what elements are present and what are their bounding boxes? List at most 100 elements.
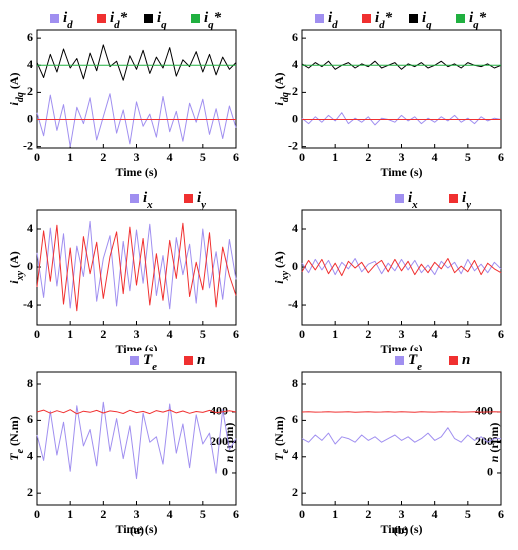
y-tick-label: 2 — [292, 485, 298, 499]
legend-label: iq — [422, 10, 432, 30]
signal-line — [301, 427, 501, 445]
x-tick-label: 3 — [134, 327, 140, 341]
y-tick-label: 0 — [27, 259, 33, 273]
x-tick-label: 3 — [399, 327, 405, 341]
legend-label: id — [63, 10, 73, 30]
legend-swatch — [449, 194, 458, 203]
legend-swatch — [191, 14, 200, 23]
legend-label: Te — [143, 352, 157, 372]
y-tick-label: 4 — [27, 221, 33, 235]
x-tick-label: 4 — [167, 507, 173, 521]
x-tick-label: 5 — [200, 150, 206, 164]
signal-line — [36, 409, 237, 415]
y-tick-label: 0 — [292, 111, 298, 125]
y-tick-label: 8 — [292, 376, 298, 390]
x-tick-label: 1 — [67, 327, 73, 341]
x-tick-label: 5 — [200, 327, 206, 341]
signal-line — [301, 258, 502, 277]
y-tick-label: 4 — [292, 221, 298, 235]
y-tick-label: 0 — [292, 259, 298, 273]
legend-box — [311, 9, 501, 29]
y-tick-label: 2 — [27, 485, 33, 499]
signal-line — [36, 401, 237, 480]
y-tick-label: -4 — [23, 297, 33, 311]
legend-label: id — [328, 10, 338, 30]
x-tick-label: 5 — [465, 507, 471, 521]
legend-box — [391, 351, 501, 371]
legend-swatch — [184, 356, 193, 365]
legend-swatch — [449, 356, 458, 365]
signal-line — [36, 93, 237, 148]
legend-box — [46, 9, 236, 29]
legend-label: n — [462, 352, 470, 368]
x-tick-label: 0 — [34, 327, 40, 341]
y-axis-label: idq (A) — [272, 72, 291, 105]
signal-line — [301, 411, 502, 413]
x-tick-label: 3 — [399, 150, 405, 164]
signal-line — [36, 222, 237, 312]
signal-line — [301, 60, 502, 70]
legend-label: Te — [408, 352, 422, 372]
legend-swatch — [144, 14, 153, 23]
y-tick-label: 0 — [27, 111, 33, 125]
legend-box — [126, 189, 236, 209]
x-tick-label: 6 — [233, 327, 239, 341]
legend-label: iy — [197, 190, 206, 210]
y-tick-label: 4 — [27, 449, 33, 463]
x-tick-label: 6 — [498, 327, 504, 341]
plot-frame — [36, 29, 237, 149]
signal-line — [36, 44, 237, 81]
x-tick-label: 2 — [365, 327, 371, 341]
x-tick-label: 4 — [432, 327, 438, 341]
x-tick-label: 2 — [365, 507, 371, 521]
signal-line — [301, 258, 502, 276]
legend-swatch — [395, 194, 404, 203]
signal-line — [301, 112, 502, 126]
y-tick-label: 6 — [27, 412, 33, 426]
x-tick-label: 3 — [134, 150, 140, 164]
x-tick-label: 4 — [432, 507, 438, 521]
x-tick-label: 6 — [233, 150, 239, 164]
y-tick-label: 4 — [292, 57, 298, 71]
x-tick-label: 5 — [465, 150, 471, 164]
y-axis-label: ixy (A) — [7, 251, 26, 283]
legend-label: iq* — [204, 10, 222, 30]
y-axis-label: Te (N.m) — [7, 416, 26, 460]
y2-tick-label: 0 — [222, 465, 228, 479]
y2-axis-label: n (rpm) — [487, 423, 501, 463]
legend-swatch — [130, 356, 139, 365]
x-tick-label: 2 — [100, 150, 106, 164]
x-tick-label: 5 — [200, 507, 206, 521]
y-tick-label: 8 — [27, 376, 33, 390]
y-axis-label: Te (N.m) — [272, 416, 291, 460]
y2-axis-label: n (rpm) — [222, 423, 236, 463]
legend-label: iy — [462, 190, 471, 210]
legend-swatch — [50, 14, 59, 23]
x-tick-label: 1 — [67, 150, 73, 164]
x-tick-label: 2 — [100, 327, 106, 341]
x-tick-label: 2 — [365, 150, 371, 164]
x-tick-label: 6 — [498, 150, 504, 164]
caption: (a) — [130, 523, 144, 537]
x-tick-label: 6 — [233, 507, 239, 521]
y2-tick-label: 0 — [487, 465, 493, 479]
x-tick-label: 6 — [498, 507, 504, 521]
y-tick-label: 6 — [292, 412, 298, 426]
x-axis-label: Time (s) — [380, 165, 422, 179]
x-tick-label: 4 — [167, 327, 173, 341]
x-tick-label: 5 — [465, 327, 471, 341]
y-tick-label: 2 — [27, 84, 33, 98]
x-tick-label: 1 — [332, 150, 338, 164]
legend-swatch — [409, 14, 418, 23]
x-tick-label: 4 — [167, 150, 173, 164]
x-axis-label: Time (s) — [115, 522, 157, 536]
x-axis-label: Time (s) — [115, 165, 157, 179]
x-tick-label: 4 — [432, 150, 438, 164]
legend-label: iq — [157, 10, 167, 30]
legend-label: n — [197, 352, 205, 368]
x-tick-label: 3 — [399, 507, 405, 521]
y-tick-label: 6 — [27, 30, 33, 44]
legend-swatch — [362, 14, 371, 23]
x-tick-label: 2 — [100, 507, 106, 521]
